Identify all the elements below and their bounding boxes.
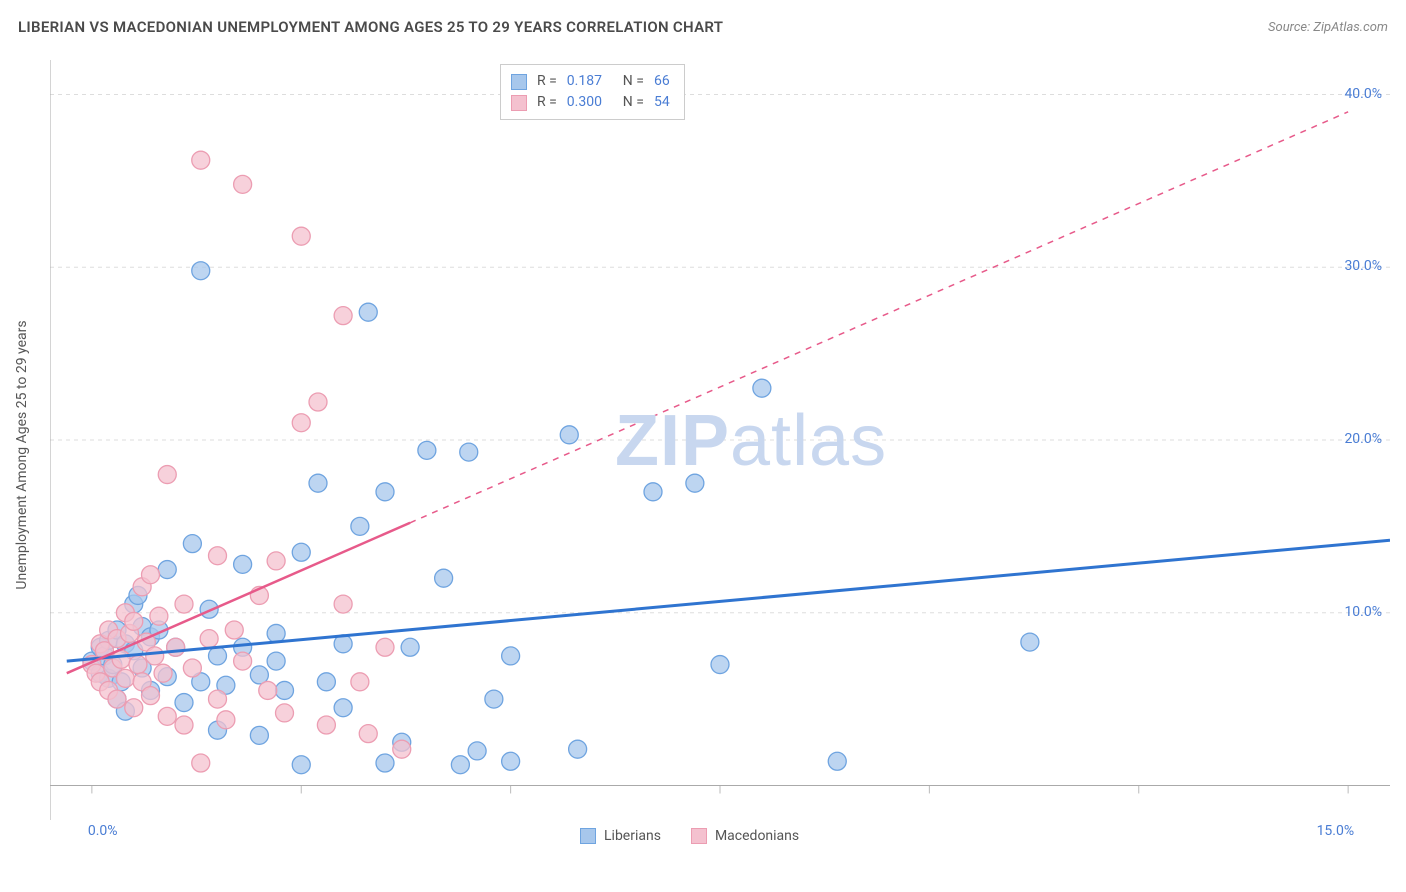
y-axis-label: Unemployment Among Ages 25 to 29 years (14, 320, 30, 589)
stats-legend-row: R = 0.187 N = 66 (511, 71, 670, 92)
y-tick-label: 40.0% (1344, 86, 1382, 102)
legend-label: Liberians (604, 828, 661, 844)
stats-legend-row: R = 0.300 N = 54 (511, 92, 670, 113)
n-label: N = (623, 71, 644, 92)
n-value: 66 (654, 71, 670, 92)
r-value: 0.187 (567, 71, 613, 92)
r-value: 0.300 (567, 92, 613, 113)
y-tick-label: 10.0% (1344, 604, 1382, 620)
legend-label: Macedonians (715, 828, 799, 844)
x-tick-label: 15.0% (1298, 823, 1354, 839)
r-label: R = (537, 92, 557, 113)
series-legend: Liberians Macedonians (580, 828, 799, 844)
chart-title: LIBERIAN VS MACEDONIAN UNEMPLOYMENT AMON… (18, 18, 723, 36)
legend-item: Macedonians (691, 828, 799, 844)
chart-area: Unemployment Among Ages 25 to 29 years Z… (50, 60, 1390, 850)
stats-legend: R = 0.187 N = 66 R = 0.300 N = 54 (500, 64, 685, 120)
legend-swatch (511, 95, 527, 111)
legend-item: Liberians (580, 828, 661, 844)
n-value: 54 (654, 92, 670, 113)
legend-swatch (511, 74, 527, 90)
legend-swatch (580, 828, 596, 844)
n-label: N = (623, 92, 644, 113)
scatter-plot (50, 60, 1390, 850)
header: LIBERIAN VS MACEDONIAN UNEMPLOYMENT AMON… (18, 18, 1388, 36)
y-tick-label: 20.0% (1344, 431, 1382, 447)
r-label: R = (537, 71, 557, 92)
y-tick-label: 30.0% (1344, 258, 1382, 274)
legend-swatch (691, 828, 707, 844)
source-label: Source: ZipAtlas.com (1268, 20, 1388, 35)
x-tick-label: 0.0% (88, 823, 118, 839)
